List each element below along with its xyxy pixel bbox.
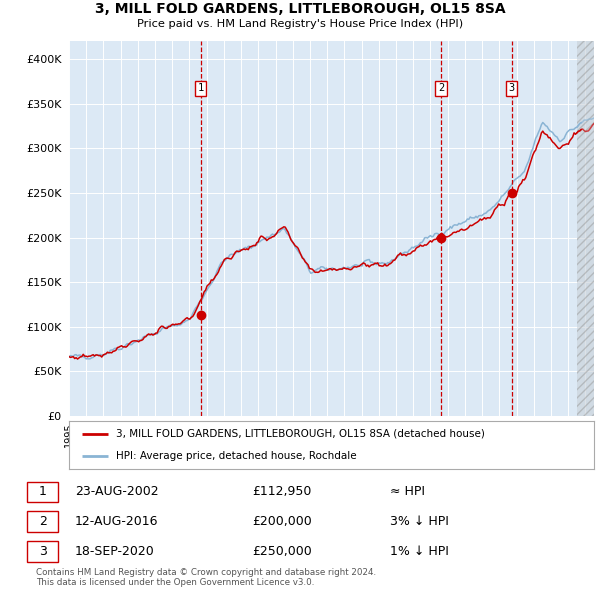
Text: 23-AUG-2002: 23-AUG-2002 bbox=[75, 486, 158, 499]
FancyBboxPatch shape bbox=[27, 481, 58, 502]
Text: £112,950: £112,950 bbox=[252, 486, 311, 499]
Text: £250,000: £250,000 bbox=[252, 545, 312, 558]
FancyBboxPatch shape bbox=[27, 541, 58, 562]
Bar bbox=[577, 41, 594, 416]
Text: 3% ↓ HPI: 3% ↓ HPI bbox=[390, 515, 449, 528]
FancyBboxPatch shape bbox=[27, 512, 58, 532]
Text: 2: 2 bbox=[438, 83, 444, 93]
Text: 2: 2 bbox=[38, 515, 47, 528]
Text: 3, MILL FOLD GARDENS, LITTLEBOROUGH, OL15 8SA: 3, MILL FOLD GARDENS, LITTLEBOROUGH, OL1… bbox=[95, 2, 505, 16]
Text: £200,000: £200,000 bbox=[252, 515, 312, 528]
Text: 1: 1 bbox=[197, 83, 203, 93]
Text: 1% ↓ HPI: 1% ↓ HPI bbox=[390, 545, 449, 558]
Text: 3: 3 bbox=[509, 83, 515, 93]
Text: HPI: Average price, detached house, Rochdale: HPI: Average price, detached house, Roch… bbox=[116, 451, 357, 461]
Text: Price paid vs. HM Land Registry's House Price Index (HPI): Price paid vs. HM Land Registry's House … bbox=[137, 19, 463, 29]
Text: 3: 3 bbox=[38, 545, 47, 558]
Text: 3, MILL FOLD GARDENS, LITTLEBOROUGH, OL15 8SA (detached house): 3, MILL FOLD GARDENS, LITTLEBOROUGH, OL1… bbox=[116, 429, 485, 439]
Bar bbox=[577, 41, 594, 416]
Text: 1: 1 bbox=[38, 486, 47, 499]
Text: 18-SEP-2020: 18-SEP-2020 bbox=[75, 545, 155, 558]
Text: 12-AUG-2016: 12-AUG-2016 bbox=[75, 515, 158, 528]
Text: ≈ HPI: ≈ HPI bbox=[390, 486, 425, 499]
Text: Contains HM Land Registry data © Crown copyright and database right 2024.
This d: Contains HM Land Registry data © Crown c… bbox=[36, 568, 376, 587]
